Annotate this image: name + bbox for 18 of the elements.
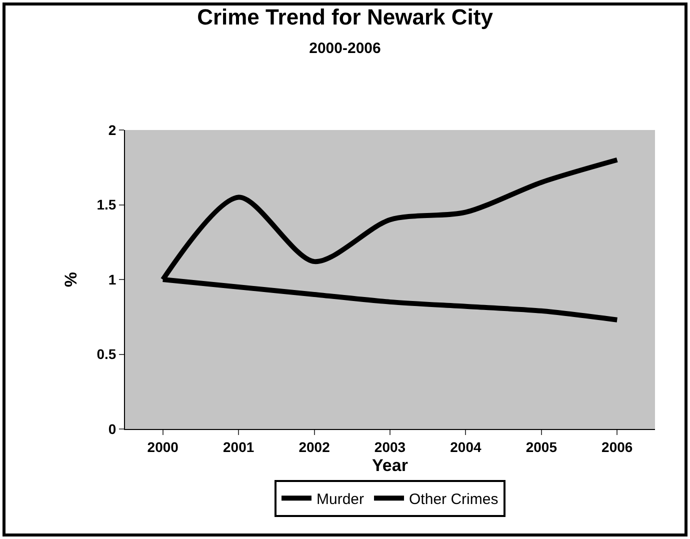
x-tick-label: 2005 (526, 438, 558, 455)
legend-label: Other Crimes (409, 490, 498, 508)
x-tick-label: 2004 (450, 438, 482, 455)
y-axis-title: % (61, 272, 80, 288)
y-tick-label: 1.5 (96, 196, 116, 213)
x-axis-title: Year (372, 456, 408, 476)
x-tick-label: 2001 (222, 438, 254, 455)
y-tick-label: 2 (108, 122, 116, 138)
y-tick-label: 1 (108, 271, 116, 288)
chart-subtitle: 2000-2006 (309, 40, 381, 57)
x-tick-label: 2006 (602, 438, 633, 455)
legend-label: Murder (316, 490, 364, 508)
chart-title: Crime Trend for Newark City (197, 4, 494, 30)
x-tick-label: 2000 (147, 438, 179, 455)
y-tick-label: 0.5 (96, 346, 116, 362)
x-tick-label: 2003 (374, 438, 406, 455)
y-tick-label: 0 (108, 420, 116, 437)
x-tick-label: 2002 (298, 438, 330, 455)
